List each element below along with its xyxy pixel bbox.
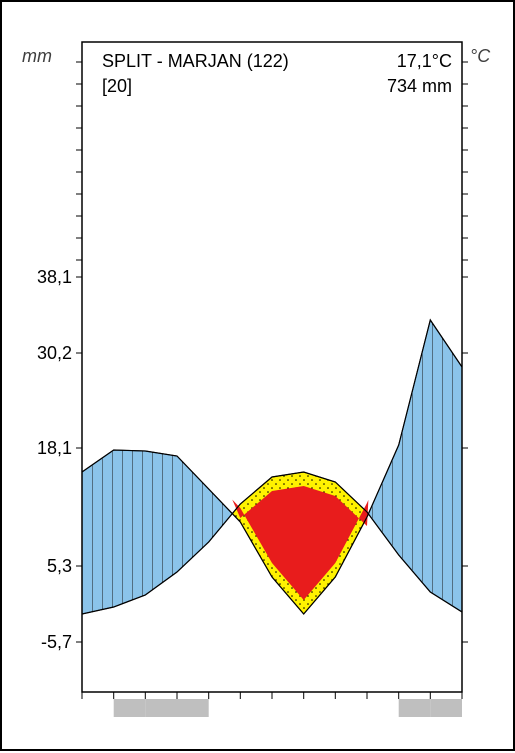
climate-chart-frame: 38,1 30,2 18,1 5,3 -5,7 mm °C SPLIT - MARJAN (1… — [0, 0, 515, 751]
month-box — [430, 699, 462, 717]
chart-svg: 38,1 30,2 18,1 5,3 -5,7 mm °C SPLIT - MARJAN (1… — [2, 2, 515, 753]
years-label: [20] — [102, 76, 132, 96]
station-name: SPLIT - MARJAN (122) — [102, 51, 289, 71]
month-box — [177, 699, 209, 717]
month-box — [145, 699, 177, 717]
month-box — [399, 699, 431, 717]
y-tick-label: 38,1 — [37, 267, 72, 287]
y-tick-label: 30,2 — [37, 343, 72, 363]
y-tick-label: -5,7 — [41, 632, 72, 652]
annual-precip: 734 mm — [387, 76, 452, 96]
mm-unit-label: mm — [22, 46, 52, 66]
y-tick-label: 5,3 — [47, 556, 72, 576]
y-tick-label: 18,1 — [37, 438, 72, 458]
mean-temp: 17,1°C — [397, 51, 452, 71]
month-box — [114, 699, 146, 717]
c-unit-label: °C — [470, 46, 491, 66]
